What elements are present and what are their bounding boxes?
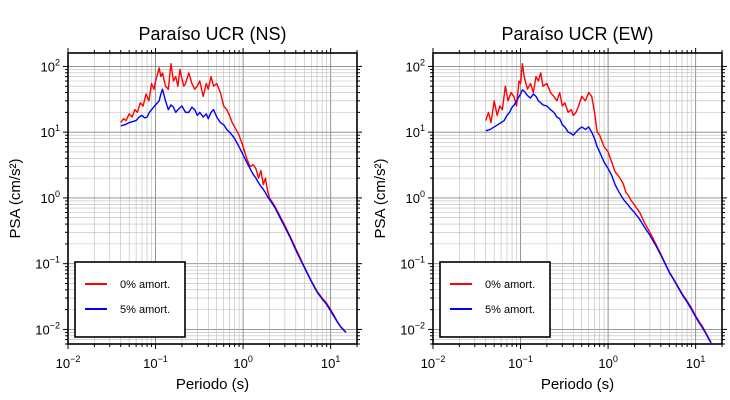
y-tick-exponent: 0: [55, 189, 60, 199]
y-tick-label: 100: [41, 189, 60, 206]
y-tick-exponent: −2: [415, 320, 425, 330]
axis-ticks: [63, 48, 362, 349]
x-tick-base: 10: [321, 356, 335, 371]
chart-title: Paraíso UCR (NS): [138, 24, 286, 44]
legend-label-2: 5% amort.: [485, 304, 535, 316]
y-tick-base: 10: [41, 125, 55, 140]
y-tick-label: 101: [41, 123, 60, 140]
x-tick-base: 10: [56, 356, 70, 371]
y-tick-exponent: 2: [55, 57, 60, 67]
x-tick-label: 10−2: [421, 354, 446, 371]
plot-frame: [67, 52, 358, 345]
legend-label-1: 0% amort.: [485, 279, 535, 291]
y-tick-base: 10: [406, 59, 420, 74]
y-axis-label: PSA (cm/s²): [7, 158, 24, 238]
plot-frame: [432, 52, 723, 345]
y-tick-exponent: −2: [50, 320, 60, 330]
x-tick-label: 100: [598, 354, 617, 371]
x-tick-exponent: −1: [523, 354, 533, 364]
series-line-2: [120, 88, 347, 333]
x-tick-base: 10: [686, 356, 700, 371]
y-tick-label: 100: [406, 189, 425, 206]
axis-ticks: [428, 48, 727, 349]
y-tick-base: 10: [406, 125, 420, 140]
legend-label-2: 5% amort.: [120, 304, 170, 316]
x-tick-label: 101: [321, 354, 340, 371]
y-tick-label: 10−2: [35, 320, 60, 337]
y-axis-label: PSA (cm/s²): [372, 158, 389, 238]
y-tick-exponent: 2: [420, 57, 425, 67]
y-tick-base: 10: [35, 257, 49, 272]
legend-label-1: 0% amort.: [120, 279, 170, 291]
y-tick-base: 10: [406, 191, 420, 206]
x-tick-label: 10−1: [508, 354, 533, 371]
x-tick-exponent: −2: [70, 354, 80, 364]
y-tick-label: 10−2: [400, 320, 425, 337]
x-tick-label: 10−2: [56, 354, 81, 371]
y-tick-base: 10: [35, 322, 49, 337]
legend: 0% amort. 5% amort.: [74, 261, 186, 338]
chart-title: Paraíso UCR (EW): [501, 24, 653, 44]
y-tick-base: 10: [400, 322, 414, 337]
legend-box: [74, 261, 186, 338]
x-tick-exponent: 0: [613, 354, 618, 364]
series-group: [485, 63, 712, 344]
series-line-2: [485, 89, 712, 344]
x-tick-exponent: −1: [158, 354, 168, 364]
x-tick-exponent: −2: [435, 354, 445, 364]
y-tick-exponent: −1: [50, 255, 60, 265]
x-tick-exponent: 0: [248, 354, 253, 364]
y-tick-base: 10: [41, 59, 55, 74]
x-tick-exponent: 1: [700, 354, 705, 364]
y-tick-label: 102: [41, 57, 60, 74]
x-tick-base: 10: [143, 356, 157, 371]
x-tick-base: 10: [233, 356, 247, 371]
y-tick-exponent: 1: [420, 123, 425, 133]
x-tick-base: 10: [598, 356, 612, 371]
y-tick-label: 102: [406, 57, 425, 74]
x-tick-base: 10: [421, 356, 435, 371]
x-axis-label: Periodo (s): [176, 376, 249, 393]
legend-box: [439, 261, 551, 338]
x-tick-label: 101: [686, 354, 705, 371]
y-tick-exponent: 0: [420, 189, 425, 199]
y-tick-exponent: 1: [55, 123, 60, 133]
legend: 0% amort. 5% amort.: [439, 261, 551, 338]
series-group: [120, 63, 347, 333]
y-tick-base: 10: [400, 257, 414, 272]
x-tick-exponent: 1: [335, 354, 340, 364]
y-tick-label: 101: [406, 123, 425, 140]
x-tick-label: 10−1: [143, 354, 168, 371]
y-tick-base: 10: [41, 191, 55, 206]
x-tick-label: 100: [233, 354, 252, 371]
x-tick-base: 10: [508, 356, 522, 371]
x-axis-label: Periodo (s): [541, 376, 614, 393]
y-tick-label: 10−1: [400, 255, 425, 272]
y-tick-label: 10−1: [35, 255, 60, 272]
y-tick-exponent: −1: [415, 255, 425, 265]
